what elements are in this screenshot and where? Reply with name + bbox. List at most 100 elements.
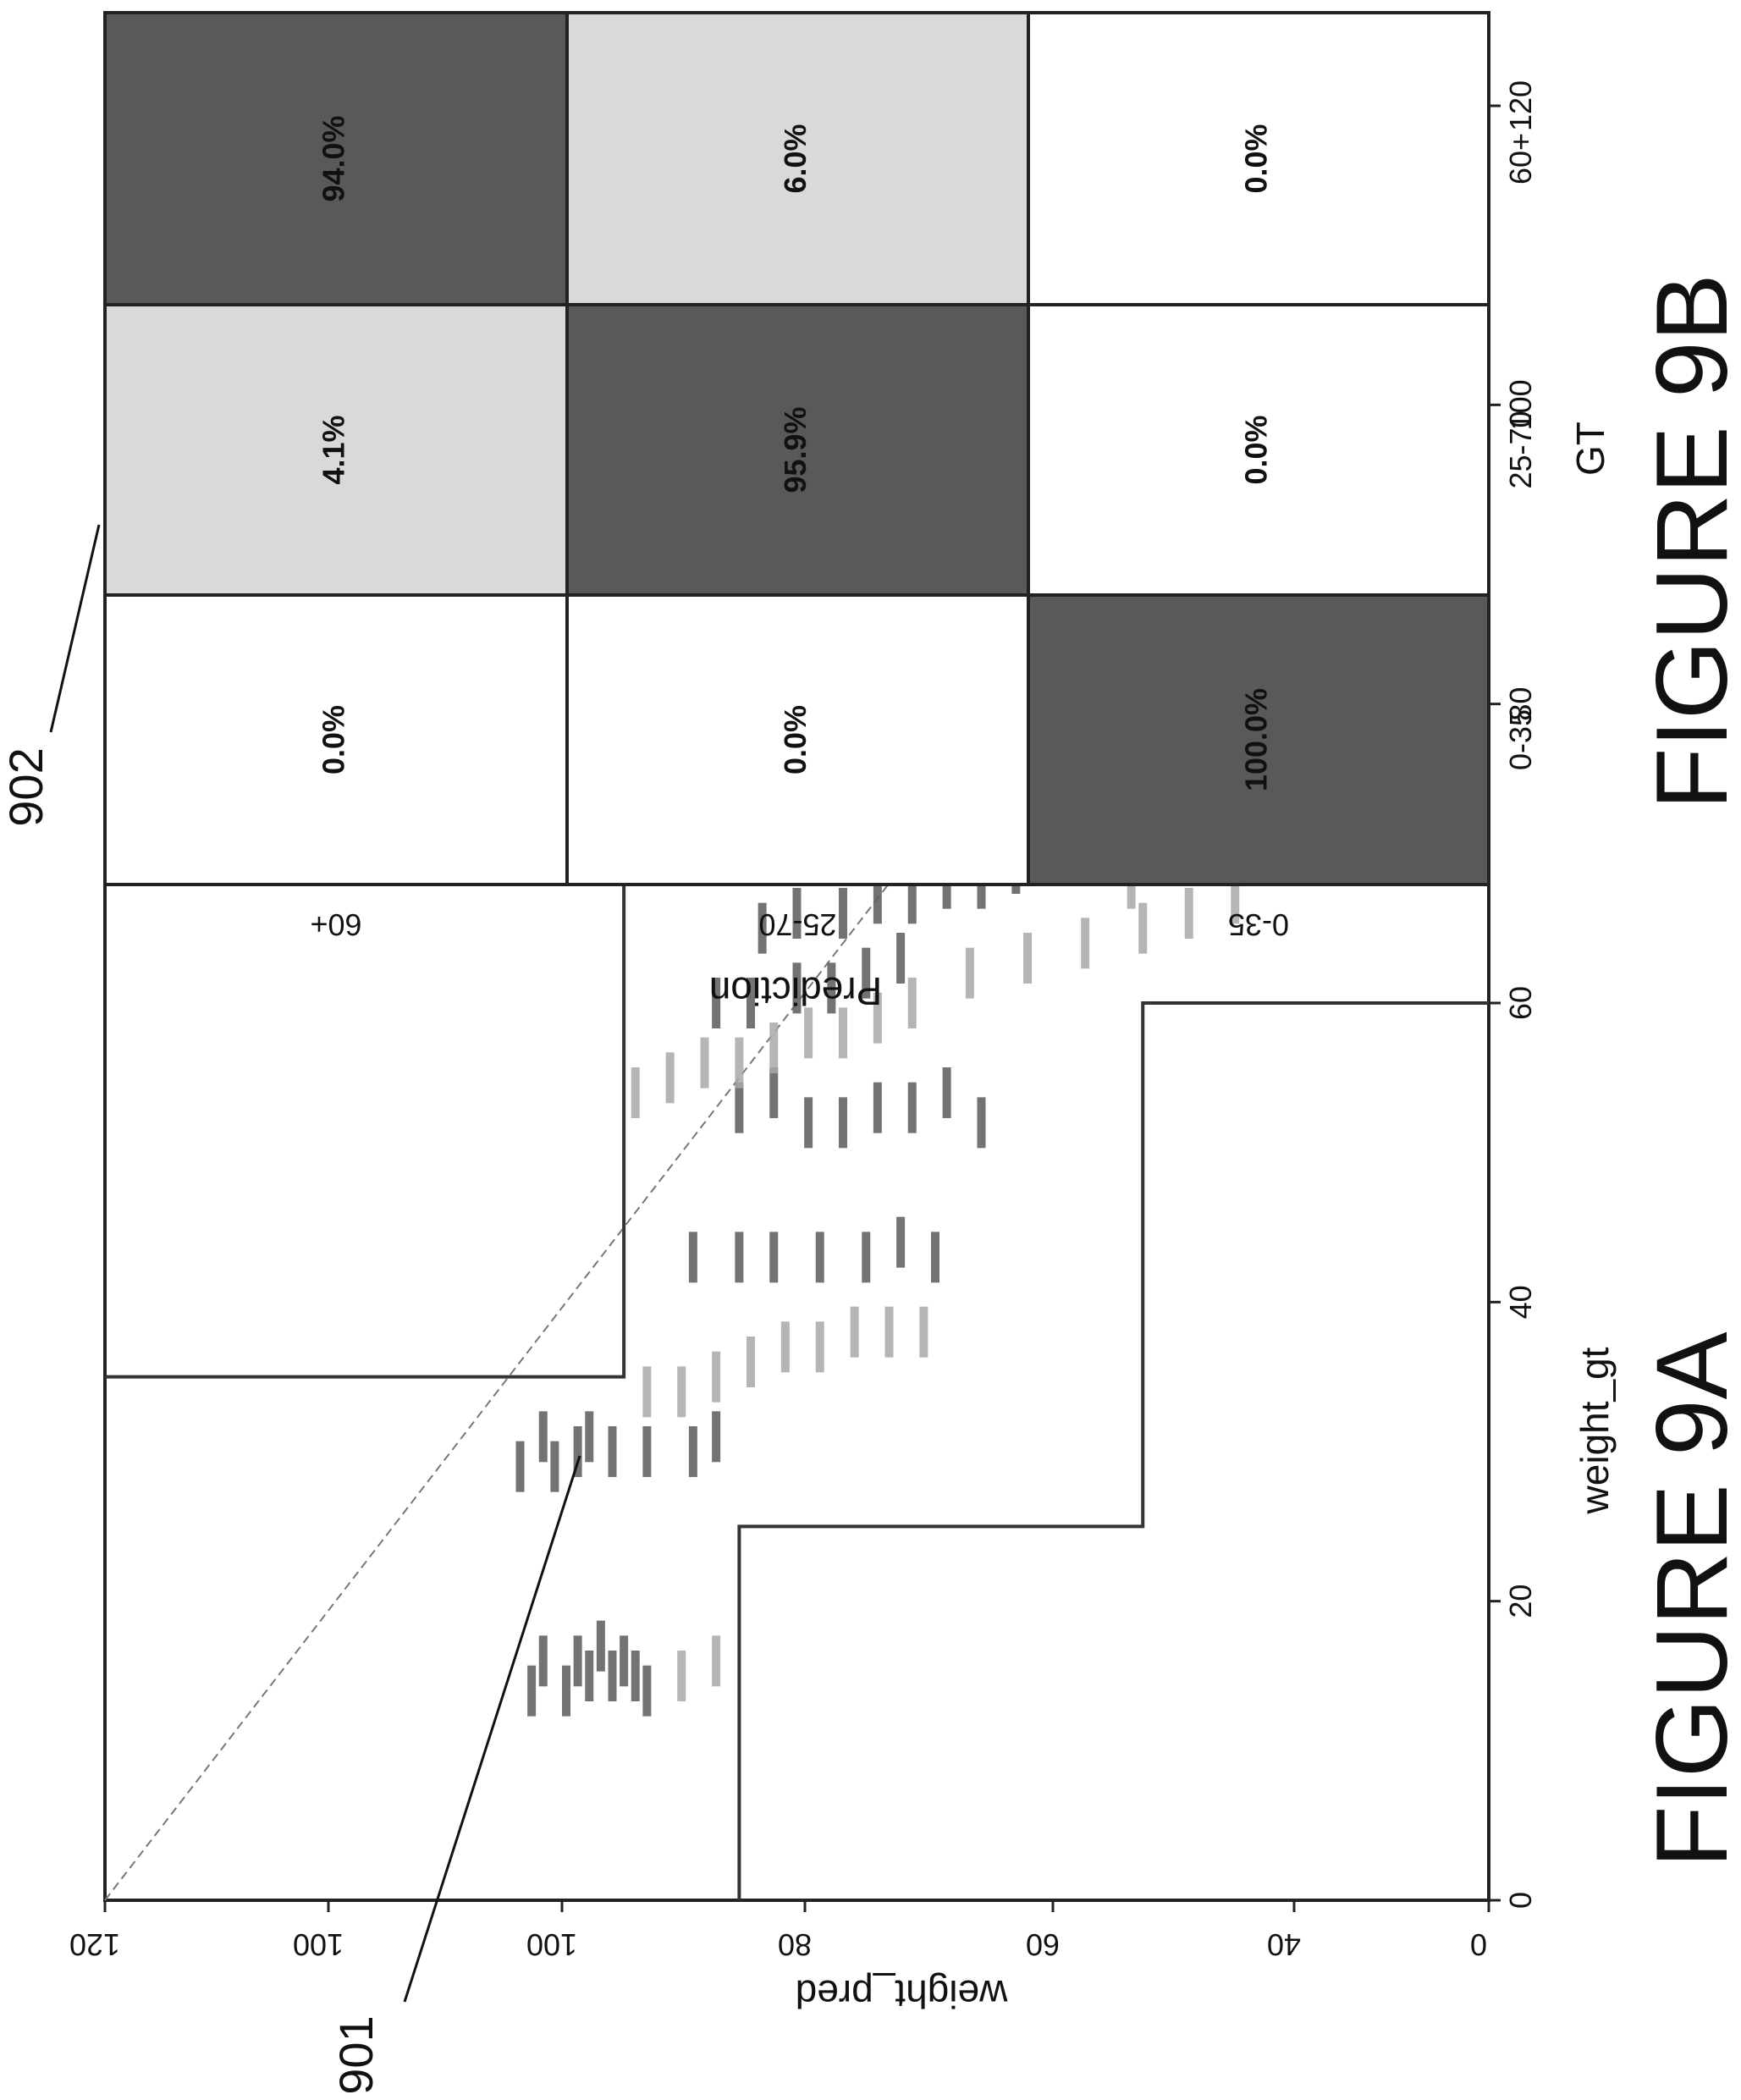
data-point	[884, 1306, 894, 1358]
data-point	[550, 1441, 559, 1492]
data-point	[712, 1635, 721, 1687]
data-point	[712, 978, 721, 1028]
y-axis-ticks: 0 40 60 80 100 100 120	[69, 1900, 1490, 1962]
data-point	[965, 947, 974, 999]
data-point	[896, 1216, 906, 1268]
prediction-tick-label: 60+	[310, 907, 361, 942]
data-point	[769, 1232, 779, 1283]
x-tick-label: 100	[1503, 379, 1538, 430]
reference-numeral-902: 902	[0, 747, 52, 826]
data-point	[538, 1411, 548, 1463]
prediction-axis-ticks: 0-35 25-70 60+	[310, 907, 1289, 942]
gt-axis-label: GT	[1568, 422, 1612, 476]
data-point	[977, 1097, 986, 1149]
data-point	[827, 962, 836, 1014]
data-point	[1081, 918, 1090, 969]
data-point	[850, 1306, 859, 1358]
data-point	[747, 1337, 755, 1387]
data-point	[907, 1082, 917, 1133]
leader-line-901	[403, 1455, 581, 2003]
data-point	[780, 1321, 790, 1373]
figure-label-9a: FIGURE 9A	[1635, 1331, 1741, 1867]
data-point	[769, 1067, 779, 1118]
data-point	[642, 1426, 652, 1477]
prediction-tick-label: 0-35	[1228, 907, 1289, 942]
data-point	[515, 1441, 525, 1492]
x-axis-label: weight_gt	[1573, 1347, 1617, 1514]
data-point	[585, 1651, 594, 1701]
data-point	[688, 1426, 697, 1477]
data-point	[642, 1665, 652, 1717]
x-tick-label: 20	[1503, 1585, 1538, 1618]
data-point	[815, 1232, 824, 1283]
data-point	[839, 888, 847, 939]
data-point	[562, 1665, 570, 1717]
data-point	[665, 1052, 675, 1104]
y-tick-label: 100	[293, 1927, 344, 1962]
data-point	[1138, 902, 1148, 954]
data-point	[573, 1426, 582, 1477]
data-point	[873, 1082, 882, 1133]
confusion-matrix-9b: 0.0% 0.0% 100.0%4.1% 95.9% 0.0%94.0% 6.0% 0.0%…	[0, 11, 1741, 1013]
data-point	[608, 1426, 617, 1477]
data-point	[839, 1097, 847, 1149]
y-tick-label: 0	[1470, 1927, 1487, 1962]
prediction-tick-label: 25-70	[758, 907, 836, 942]
data-point	[862, 1232, 871, 1283]
cell-value-label: 4.1%	[317, 415, 351, 484]
data-point	[862, 947, 871, 999]
matrix-cell	[1027, 303, 1490, 597]
y-tick-label: 120	[69, 1927, 120, 1962]
data-point	[1184, 888, 1193, 939]
data-point	[919, 1306, 928, 1358]
x-tick-label: 120	[1503, 80, 1538, 131]
y-tick-label: 100	[526, 1927, 577, 1962]
data-point	[642, 1366, 652, 1418]
y-tick-label: 40	[1267, 1927, 1301, 1962]
data-point	[792, 888, 802, 939]
data-point	[596, 1620, 605, 1672]
data-point	[677, 1366, 686, 1418]
gt-axis-ticks: 0-35 25-70 60+	[1503, 133, 1538, 770]
leader-line-902	[49, 524, 101, 733]
data-point	[527, 1665, 537, 1717]
data-point	[631, 1651, 640, 1701]
reference-numeral-901: 901	[329, 2015, 383, 2094]
cell-value-label: 6.0%	[778, 124, 813, 193]
data-point	[608, 1651, 617, 1701]
prediction-axis-label: Prediction	[709, 969, 883, 1013]
data-point	[712, 1351, 721, 1403]
matrix-cell	[1027, 593, 1490, 886]
data-point	[620, 1635, 629, 1687]
cell-value-label: 95.9%	[778, 406, 813, 493]
data-point	[631, 1067, 640, 1118]
data-point	[688, 1232, 697, 1283]
matrix-frame	[103, 11, 1490, 886]
x-tick-label: 60	[1503, 986, 1538, 1020]
gt-tick-label: 60+	[1503, 133, 1538, 185]
data-point	[815, 1321, 824, 1373]
cell-value-label: 0.0%	[778, 705, 813, 774]
data-point	[538, 1635, 548, 1687]
data-point	[792, 962, 802, 1014]
gt-tick-label: 0-35	[1503, 709, 1538, 770]
x-tick-label: 0	[1503, 1892, 1538, 1909]
x-axis-ticks: 0 20 40 60 80 100 120	[1489, 80, 1538, 1909]
matrix-cell	[565, 303, 1030, 597]
data-point	[573, 1635, 582, 1687]
figure-label-9b: FIGURE 9B	[1635, 273, 1741, 809]
cell-value-label: 100.0%	[1239, 688, 1274, 791]
matrix-cells: 0.0% 0.0% 100.0% 4.1% 95.9% 0.0% 94.0% 6.0% 0.0%	[103, 11, 1490, 886]
data-point	[804, 1007, 813, 1059]
data-point	[735, 1037, 744, 1089]
class-boundary-upper	[737, 1001, 1489, 1900]
data-point	[677, 1651, 686, 1701]
data-point	[804, 1097, 813, 1149]
y-tick-label: 80	[778, 1927, 812, 1962]
data-point	[747, 978, 755, 1028]
data-point	[735, 1082, 744, 1133]
data-point	[1023, 933, 1032, 984]
cell-value-label: 94.0%	[317, 115, 351, 201]
data-point	[873, 992, 882, 1044]
